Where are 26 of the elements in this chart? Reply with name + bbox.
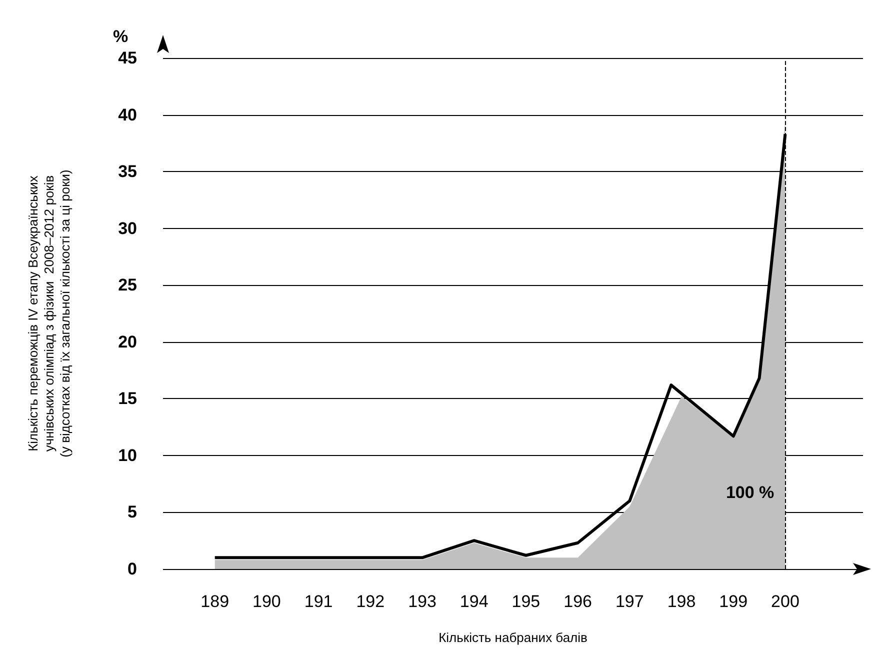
y-tick-label: 40 xyxy=(118,105,137,124)
y-tick-label: 35 xyxy=(118,162,137,182)
y-tick-label: 25 xyxy=(118,276,137,295)
y-axis-title: Кількість переможців IV етапу Всеукраїнських учнівських олімпіад з фізики 2008–2012 років (у відсотках від їх загальної кількості за ці роки) xyxy=(26,170,72,458)
y-tick-label: 0 xyxy=(128,560,137,578)
x-axis-title: Кількість набраних балів xyxy=(438,630,588,645)
x-tick-label: 199 xyxy=(719,592,748,611)
x-tick-label: 190 xyxy=(252,592,281,611)
x-tick-label: 191 xyxy=(304,592,333,611)
x-tick-label: 192 xyxy=(356,592,385,611)
x-tick-label: 197 xyxy=(615,592,644,611)
y-tick-label: 5 xyxy=(128,502,137,522)
y-tick-label: 20 xyxy=(118,332,137,352)
annotation: 100 % xyxy=(726,483,774,502)
x-tick-label: 198 xyxy=(667,592,696,611)
x-tick-label: 195 xyxy=(512,592,540,611)
x-tick-label: 189 xyxy=(200,592,230,611)
y-tick-label: 15 xyxy=(118,389,137,408)
x-tick-label: 194 xyxy=(460,592,488,611)
y-tick-label: 45 xyxy=(118,48,137,68)
y-tick-label: 30 xyxy=(118,218,137,238)
text: % xyxy=(113,27,128,46)
x-tick-label: 193 xyxy=(408,592,436,611)
y-tick-label: 10 xyxy=(118,446,137,465)
x-tick-label: 200 xyxy=(771,592,800,611)
x-tick-label: 196 xyxy=(564,592,592,611)
